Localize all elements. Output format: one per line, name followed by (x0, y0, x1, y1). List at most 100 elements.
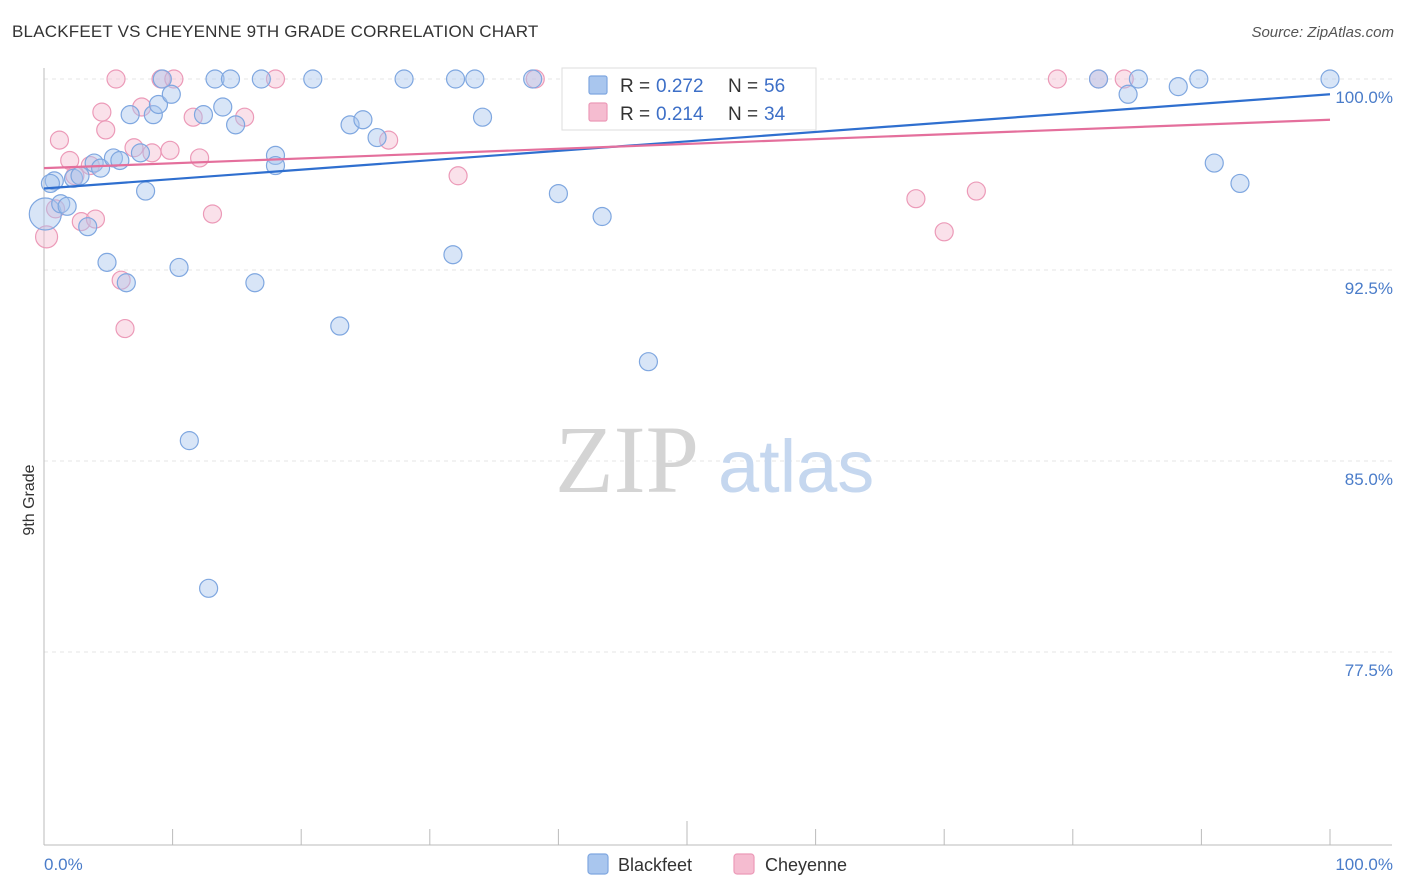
blackfeet-point-12 (116, 273, 136, 293)
blackfeet-point-3 (57, 196, 77, 216)
blackfeet-point-53 (1230, 173, 1250, 194)
blackfeet-point-41 (472, 107, 493, 127)
watermark-zip: ZIP (555, 406, 699, 513)
blackfeet-point-47 (1088, 69, 1109, 89)
trend-line-cheyenne (43, 118, 1331, 170)
x-tick-label-1: 100.0% (1335, 855, 1393, 874)
bottom-legend-label-blackfeet: Blackfeet (618, 855, 692, 875)
blackfeet-point-55 (40, 173, 61, 194)
y-tick-labels: 100.0% 92.5% 85.0% 77.5% (1335, 88, 1393, 680)
blackfeet-point-5 (70, 166, 90, 186)
legend-n-value-blackfeet: 56 (764, 76, 785, 97)
series-legend: Blackfeet Cheyenne (587, 853, 847, 875)
legend-r-value-blackfeet: 0.272 (656, 76, 704, 97)
cheyenne-point-21 (202, 204, 223, 224)
cheyenne-point-18 (164, 69, 184, 89)
trend-line-blackfeet (43, 93, 1331, 190)
legend-n-label-blackfeet: N = (728, 76, 758, 97)
blackfeet-point-27 (226, 115, 246, 135)
cheyenne-point-0 (34, 225, 59, 249)
legend-r-label-blackfeet: R = (620, 76, 650, 97)
blackfeet-point-39 (445, 69, 466, 89)
blackfeet-point-19 (161, 84, 181, 104)
bottom-legend-swatch-cheyenne (733, 853, 755, 875)
legend-swatch-blackfeet (588, 75, 608, 95)
cheyenne-point-5 (71, 212, 91, 232)
blackfeet-point-15 (135, 181, 156, 201)
y-tick-label-1: 92.5% (1345, 279, 1393, 298)
cheyenne-point-25 (448, 166, 468, 186)
blackfeet-point-16 (143, 105, 163, 125)
watermark-atlas: atlas (718, 425, 874, 508)
chart-title: BLACKFEET VS CHEYENNE 9TH GRADE CORRELAT… (12, 22, 539, 41)
blackfeet-point-14 (130, 143, 151, 163)
legend-swatch-cheyenne (588, 102, 608, 122)
cheyenne-point-30 (966, 181, 986, 201)
blackfeet-point-52 (1204, 153, 1224, 173)
blackfeet-point-8 (90, 158, 111, 178)
blackfeet-point-37 (394, 69, 414, 89)
cheyenne-point-13 (124, 138, 144, 158)
blackfeet-point-38 (443, 245, 463, 265)
blackfeet-point-13 (120, 105, 140, 125)
blackfeet-point-45 (638, 352, 659, 372)
cheyenne-point-17 (160, 140, 180, 160)
legend-n-label-cheyenne: N = (728, 104, 758, 125)
cheyenne-point-7 (85, 209, 106, 229)
legend-n-value-cheyenne: 34 (764, 104, 786, 125)
cheyenne-point-14 (132, 97, 152, 117)
blackfeet-point-51 (1189, 69, 1209, 89)
blackfeet-point-48 (1118, 84, 1138, 104)
y-tick-label-2: 85.0% (1345, 470, 1393, 489)
cheyenne-point-11 (111, 270, 131, 290)
blackfeet-point-34 (340, 115, 360, 135)
blackfeet-points (28, 69, 1340, 598)
y-tick-label-3: 77.5% (1345, 661, 1393, 680)
cheyenne-point-28 (906, 189, 926, 209)
cheyenne-point-9 (96, 120, 116, 140)
cheyenne-point-12 (115, 318, 135, 339)
cheyenne-point-33 (1114, 69, 1134, 89)
cheyenne-point-8 (92, 102, 112, 122)
correlation-legend: R = 0.272 N = 56 R = 0.214 N = 34 (561, 67, 817, 131)
blackfeet-point-35 (353, 110, 373, 130)
legend-r-value-cheyenne: 0.214 (656, 104, 704, 125)
blackfeet-point-36 (367, 127, 387, 148)
cheyenne-point-20 (190, 148, 210, 168)
blackfeet-point-31 (265, 155, 286, 176)
blackfeet-point-0 (28, 197, 62, 231)
blackfeet-point-29 (251, 69, 271, 89)
blackfeet-point-22 (193, 105, 214, 125)
blackfeet-point-9 (97, 252, 117, 272)
blackfeet-point-20 (169, 257, 189, 278)
blackfeet-point-42 (523, 69, 543, 89)
axes (43, 68, 1392, 846)
legend-r-label-cheyenne: R = (620, 104, 650, 125)
source-label: Source: ZipAtlas.com (1251, 24, 1394, 41)
cheyenne-point-1 (45, 199, 66, 219)
blackfeet-point-44 (592, 206, 612, 227)
trend-lines (43, 93, 1331, 190)
blackfeet-point-17 (148, 94, 169, 115)
y-tick-label-0: 100.0% (1335, 88, 1393, 107)
blackfeet-point-33 (330, 316, 350, 336)
blackfeet-point-7 (84, 153, 104, 173)
x-tick-labels: 0.0% 100.0% (44, 855, 1393, 874)
blackfeet-point-49 (1128, 69, 1148, 89)
x-tick-label-0: 0.0% (44, 855, 83, 874)
cheyenne-point-3 (60, 150, 80, 171)
blackfeet-point-26 (220, 69, 241, 89)
blackfeet-point-28 (245, 273, 265, 293)
blackfeet-point-24 (205, 69, 225, 89)
blackfeet-point-23 (199, 578, 219, 598)
y-axis-label: 9th Grade (21, 464, 38, 535)
cheyenne-point-2 (49, 130, 70, 150)
cheyenne-point-23 (265, 69, 286, 89)
bottom-legend-label-cheyenne: Cheyenne (765, 855, 847, 875)
grid-lines (44, 78, 1392, 653)
blackfeet-point-25 (213, 97, 233, 117)
blackfeet-point-6 (78, 217, 98, 237)
blackfeet-point-18 (152, 69, 172, 89)
blackfeet-point-54 (1320, 69, 1340, 89)
